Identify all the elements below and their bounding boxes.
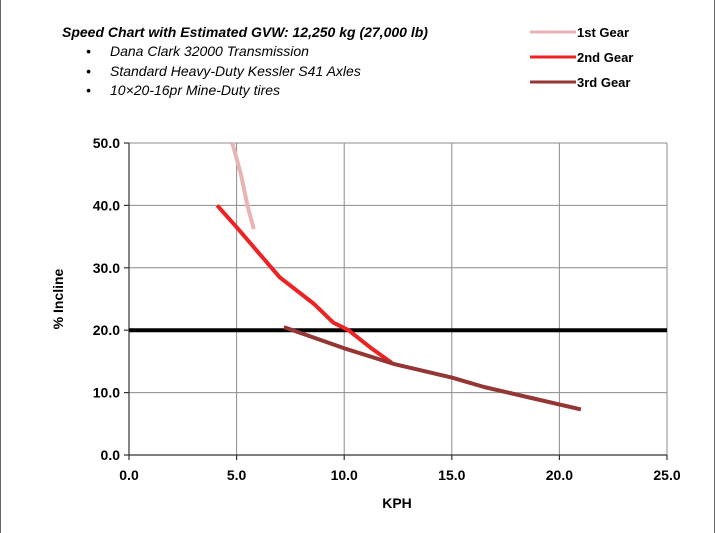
x-tick-label: 0.0 [119, 467, 139, 483]
legend-label-third-gear: 3rd Gear [577, 75, 630, 90]
x-tick-label: 15.0 [438, 467, 465, 483]
legend-label-first-gear: 1st Gear [577, 25, 629, 40]
y-tick-label: 20.0 [93, 322, 120, 338]
chart-legend: 1st Gear 2nd Gear 3rd Gear [530, 25, 633, 90]
tick-labels: 0.0 5.0 10.0 15.0 20.0 25.0 0.0 10.0 20.0 30.0 40.… [93, 135, 681, 483]
y-tick-label: 30.0 [93, 260, 120, 276]
y-tick-label: 40.0 [93, 197, 120, 213]
chart-series [129, 142, 667, 412]
x-tick-label: 10.0 [331, 467, 358, 483]
x-tick-label: 25.0 [653, 467, 680, 483]
chart-axes [124, 142, 668, 460]
note-tires: 10×20-16pr Mine-Duty tires [110, 82, 280, 98]
y-tick-label: 0.0 [101, 447, 121, 463]
legend-label-second-gear: 2nd Gear [577, 50, 633, 65]
y-tick-label: 50.0 [93, 135, 120, 151]
chart-grid [129, 142, 668, 455]
chart-title: Speed Chart with Estimated GVW: 12,250 k… [62, 24, 428, 40]
series-line-third-gear [283, 325, 582, 412]
note-axles: Standard Heavy-Duty Kessler S41 Axles [110, 63, 361, 79]
series-line-first-gear [230, 142, 256, 230]
x-axis-label: KPH [382, 495, 412, 511]
x-tick-label: 5.0 [227, 467, 247, 483]
y-axis-label: % Incline [50, 268, 66, 329]
y-tick-label: 10.0 [93, 385, 120, 401]
note-transmission: Dana Clark 32000 Transmission [110, 43, 309, 59]
x-tick-label: 20.0 [546, 467, 573, 483]
note-bullet-3: • [86, 82, 91, 98]
note-bullet-1: • [86, 43, 91, 59]
note-bullet-2: • [86, 63, 91, 79]
series-line-second-gear [215, 204, 393, 365]
